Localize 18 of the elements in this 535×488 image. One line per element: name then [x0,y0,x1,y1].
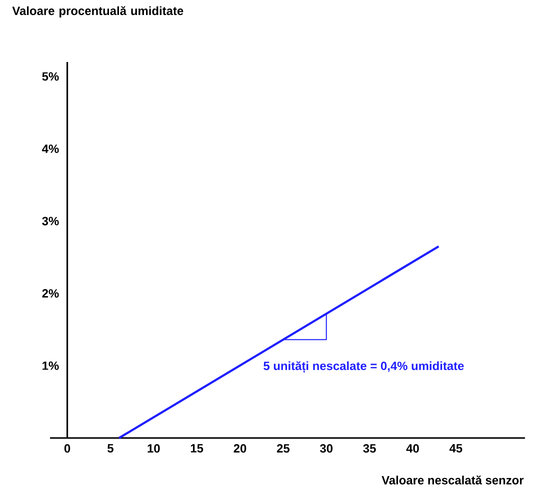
x-tick-label: 40 [406,444,419,453]
y-axis-title: Valoare procentuală umiditate [12,6,184,18]
x-tick-label: 35 [363,444,376,453]
y-tick-label: 4% [42,144,59,153]
x-tick-label: 10 [148,444,160,453]
x-tick-label: 25 [276,444,290,453]
y-tick-label: 5% [42,72,59,81]
y-tick-label: 1% [42,361,59,370]
x-tick-label: 5 [108,444,114,453]
x-tick-label: 45 [449,444,462,453]
x-axis-title: Valoare nescalată senzor [382,476,524,484]
y-tick-label: 3% [42,216,59,226]
y-tick-label: 2% [42,289,59,298]
x-tick-label: 15 [190,444,204,453]
x-tick-label: 0 [64,444,70,453]
x-tick-label: 30 [320,444,333,453]
x-tick-label: 20 [234,444,246,453]
annotation: 5 unități nescalate = 0,4% umiditate [264,361,464,373]
